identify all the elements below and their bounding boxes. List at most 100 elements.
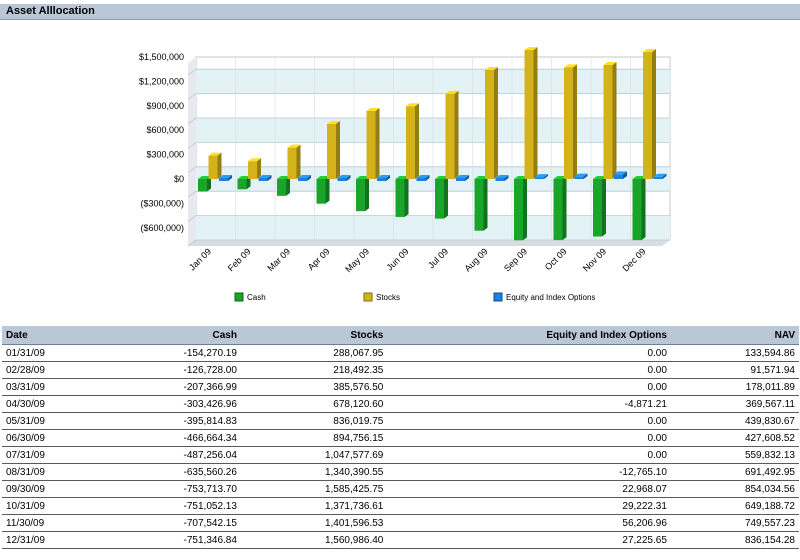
bar-side (533, 47, 538, 180)
cell-nav: 559,832.13 (670, 446, 799, 464)
bar-equity-and-index-options (337, 175, 351, 181)
cell-options: 0.00 (387, 361, 671, 379)
cell-stocks: 1,047,577.69 (240, 446, 388, 464)
bar-front (593, 179, 602, 237)
bar-side (336, 120, 340, 179)
y-axis: $1,500,000 $1,200,000 $900,000 $600,000 $300… (139, 52, 184, 233)
bar-top (524, 47, 538, 51)
bar-front (435, 179, 444, 219)
gridline-side (187, 190, 197, 198)
bar-top (445, 90, 459, 94)
x-tick-label: Jun 09 (384, 246, 410, 272)
bar-top (614, 171, 627, 175)
bar-side (325, 176, 330, 204)
y-tick-label: $900,000 (146, 101, 184, 111)
bar-cash (474, 176, 488, 231)
y-tick-label: $1,500,000 (139, 52, 184, 62)
bar-stocks (485, 66, 498, 179)
bar-cash (553, 176, 567, 241)
table-row: 11/30/09 -707,542.15 1,401,596.53 56,206.96… (2, 514, 799, 532)
cell-cash: -303,426.96 (105, 395, 241, 413)
cell-date: 01/31/09 (2, 344, 106, 362)
cell-options: 0.00 (387, 429, 671, 447)
bar-front (514, 179, 523, 241)
col-header-cash: Cash (105, 326, 241, 345)
bar-front (416, 178, 426, 181)
cell-nav: 854,034.56 (670, 480, 799, 498)
cell-nav: 91,571.94 (670, 361, 799, 379)
bar-top (632, 176, 646, 179)
legend: Cash Stocks Equity and Index Options (234, 292, 595, 302)
cell-options: 0.00 (387, 446, 671, 464)
bar-stocks (366, 108, 380, 179)
table-row: 12/31/09 -751,346.84 1,560,986.40 27,225.65… (2, 531, 799, 549)
bar-side (286, 176, 290, 196)
bar-top (287, 144, 301, 148)
y-tick-label: $0 (174, 174, 184, 184)
cell-stocks: 836,019.75 (240, 412, 388, 430)
table-row: 10/31/09 -751,052.13 1,371,736.61 29,222.31… (2, 497, 799, 515)
bar-top (456, 175, 469, 178)
gridline-side (187, 239, 197, 247)
bar-front (474, 179, 484, 231)
cell-options: -4,871.21 (387, 395, 671, 413)
bar-equity-and-index-options (298, 175, 311, 181)
bar-cash (237, 176, 251, 190)
bar-front (377, 178, 386, 181)
cell-nav: 749,557.23 (670, 514, 799, 532)
cell-nav: 439,830.67 (670, 412, 799, 430)
cell-options: 27,225.65 (387, 531, 671, 549)
bar-equity-and-index-options (495, 175, 509, 181)
x-tick-label: Nov 09 (581, 246, 608, 273)
plot-floor (188, 240, 670, 246)
bar-front (219, 178, 228, 181)
cell-date: 12/31/09 (2, 531, 106, 549)
bar-side (346, 175, 351, 181)
cell-nav: 133,594.86 (670, 344, 799, 362)
bar-top (298, 175, 311, 178)
bar-side (544, 174, 548, 179)
bar-front (356, 179, 365, 212)
bar-stocks (248, 158, 261, 179)
table-row: 08/31/09 -635,560.26 1,340,390.55 -12,765.1… (2, 463, 799, 481)
bar-front (456, 178, 465, 181)
bar-cash (356, 176, 369, 212)
bar-front (653, 176, 663, 179)
bar-stocks (327, 120, 340, 179)
col-header-date: Date (2, 326, 106, 345)
bar-top (406, 103, 419, 107)
bar-cash (514, 176, 527, 241)
legend-swatch (234, 292, 244, 302)
bar-side (623, 171, 627, 179)
asset-table: Date Cash Stocks Equity and Index Option… (2, 326, 799, 549)
bar-side (562, 176, 567, 241)
bar-side (404, 176, 409, 217)
cell-nav: 369,567.11 (670, 395, 799, 413)
bar-front (643, 52, 652, 179)
cell-options: 22,968.07 (387, 480, 671, 498)
bar-cash (435, 176, 448, 219)
cell-cash: -753,713.70 (105, 480, 241, 498)
bar-top (643, 49, 656, 53)
cell-options: 0.00 (387, 412, 671, 430)
cell-stocks: 385,576.50 (240, 378, 388, 396)
bar-top (485, 66, 498, 70)
bar-stocks (603, 62, 617, 180)
bar-front (327, 123, 336, 179)
bar-top (277, 176, 290, 179)
table-row: 03/31/09 -207,366.99 385,576.50 0.00 178,011… (2, 378, 799, 396)
legend-item: Cash (234, 292, 266, 302)
bar-front (198, 179, 207, 192)
bar-front (574, 176, 584, 179)
bar-front (248, 161, 257, 179)
cell-date: 11/30/09 (2, 514, 106, 532)
table-row: 01/31/09 -154,270.19 288,067.95 0.00 133,594… (2, 344, 799, 362)
bar-equity-and-index-options (456, 175, 469, 181)
cell-options: 56,206.96 (387, 514, 671, 532)
bar-equity-and-index-options (614, 171, 627, 179)
bar-top (553, 176, 567, 179)
cell-date: 07/31/09 (2, 446, 106, 464)
cell-options: 29,222.31 (387, 497, 671, 515)
cell-options: 0.00 (387, 378, 671, 396)
cell-stocks: 1,340,390.55 (240, 463, 388, 481)
